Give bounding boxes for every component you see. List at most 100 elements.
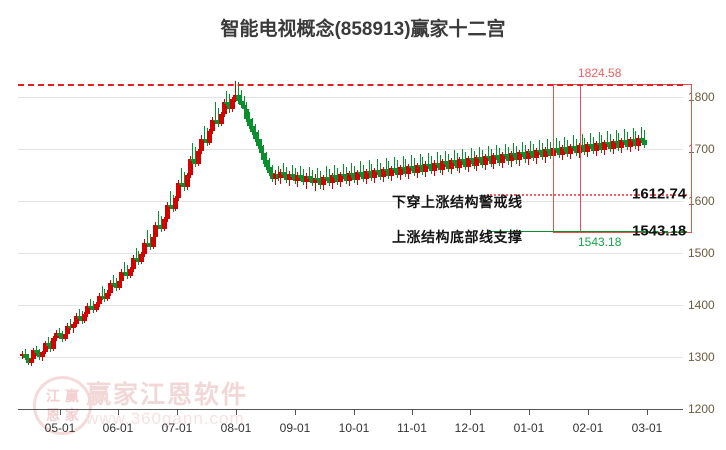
candle-wick xyxy=(328,168,330,187)
candle-body xyxy=(54,333,60,339)
candle-wick xyxy=(377,159,379,175)
candle-wick xyxy=(359,161,361,178)
candle-wick xyxy=(172,194,174,213)
candle-wick xyxy=(124,262,126,276)
candle-body xyxy=(167,205,173,207)
candle-body xyxy=(389,167,395,177)
watermark-brand: 赢家江恩软件 xyxy=(86,381,249,409)
candle-wick xyxy=(308,166,310,183)
candle-wick xyxy=(598,132,600,148)
candle-wick xyxy=(581,134,583,151)
y-axis-label: 1700 xyxy=(688,142,715,156)
candle-body xyxy=(255,138,261,146)
candle-body xyxy=(497,157,503,163)
candle-wick xyxy=(453,150,455,166)
candle-body xyxy=(91,307,96,311)
candle-body xyxy=(605,141,611,144)
gridline xyxy=(18,201,683,202)
candle-body xyxy=(278,171,284,179)
candle-body xyxy=(179,183,185,185)
candle-body xyxy=(622,139,628,142)
candle-body xyxy=(221,102,227,114)
candle-body xyxy=(417,164,423,167)
candle-body xyxy=(48,345,54,349)
x-axis-label: 10-01 xyxy=(338,421,370,435)
warning-line-annotation: 下穿上涨结构警戒线 xyxy=(392,194,523,210)
candle-body xyxy=(420,166,426,172)
candle-wick xyxy=(217,108,219,128)
candle-wick xyxy=(541,142,543,161)
candle-wick xyxy=(112,274,114,288)
candle-body xyxy=(218,113,224,125)
candle-body xyxy=(76,316,82,319)
support-price-label: 1543.18 xyxy=(632,222,687,240)
current-price-label: 1612.74 xyxy=(632,185,687,203)
candle-body xyxy=(173,197,179,210)
candle-body xyxy=(25,357,31,363)
candle-body xyxy=(451,160,457,163)
candle-body xyxy=(207,131,213,143)
x-axis-tick xyxy=(647,409,648,415)
candle-body xyxy=(315,178,321,181)
candle-body xyxy=(352,175,358,181)
candle-wick xyxy=(158,211,160,230)
candle-body xyxy=(37,352,43,357)
candle-wick xyxy=(311,169,313,187)
y-axis-label: 1300 xyxy=(688,350,715,364)
candle-wick xyxy=(277,165,279,182)
candle-wick xyxy=(618,133,620,152)
candle-body xyxy=(539,152,545,158)
candle-body xyxy=(392,167,398,170)
candle-body xyxy=(42,343,48,352)
candle-wick xyxy=(530,140,532,157)
x-axis-label: 02-01 xyxy=(572,421,604,435)
candle-body xyxy=(534,150,540,159)
candle-wick xyxy=(362,164,364,183)
candle-body xyxy=(465,158,471,167)
candle-body xyxy=(636,137,642,146)
candle-wick xyxy=(183,171,185,191)
candle-body xyxy=(386,170,392,177)
support-line-annotation: 上涨结构底部线支撑 xyxy=(392,229,523,245)
candle-wick xyxy=(334,164,336,181)
x-axis-tick xyxy=(177,409,178,415)
candle-wick xyxy=(206,128,208,146)
candle-body xyxy=(499,154,505,163)
candle-wick xyxy=(300,165,302,182)
candle-wick xyxy=(470,147,472,164)
y-axis-label: 1200 xyxy=(688,402,715,416)
candle-wick xyxy=(635,131,637,149)
candle-wick xyxy=(473,151,475,169)
candle-body xyxy=(258,145,264,154)
candle-body xyxy=(485,156,491,159)
candle-wick xyxy=(479,146,481,163)
candle-body xyxy=(190,159,196,161)
candle-body xyxy=(62,334,68,340)
candle-body xyxy=(568,145,574,155)
candle-body xyxy=(383,168,389,171)
candle-body xyxy=(375,169,381,172)
candle-body xyxy=(576,144,582,154)
candle-body xyxy=(153,224,159,238)
candle-body xyxy=(329,175,335,184)
candle-wick xyxy=(504,143,506,160)
x-axis-tick xyxy=(295,409,296,415)
candle-body xyxy=(431,162,437,171)
candle-body xyxy=(224,102,230,104)
candle-wick xyxy=(413,158,415,177)
candle-wick xyxy=(215,102,217,125)
x-axis-label: 09-01 xyxy=(279,421,311,435)
candle-body xyxy=(164,205,170,219)
candle-wick xyxy=(90,298,92,311)
candle-wick xyxy=(127,265,129,279)
candle-body xyxy=(318,180,324,186)
candle-body xyxy=(119,271,125,282)
candle-body xyxy=(125,272,131,276)
highlight-box xyxy=(553,84,692,233)
candle-wick xyxy=(192,142,194,164)
candle-body xyxy=(639,137,645,140)
candle-body xyxy=(590,145,596,152)
candle-body xyxy=(508,153,514,162)
candle-wick xyxy=(624,129,626,145)
candle-body xyxy=(269,172,275,180)
